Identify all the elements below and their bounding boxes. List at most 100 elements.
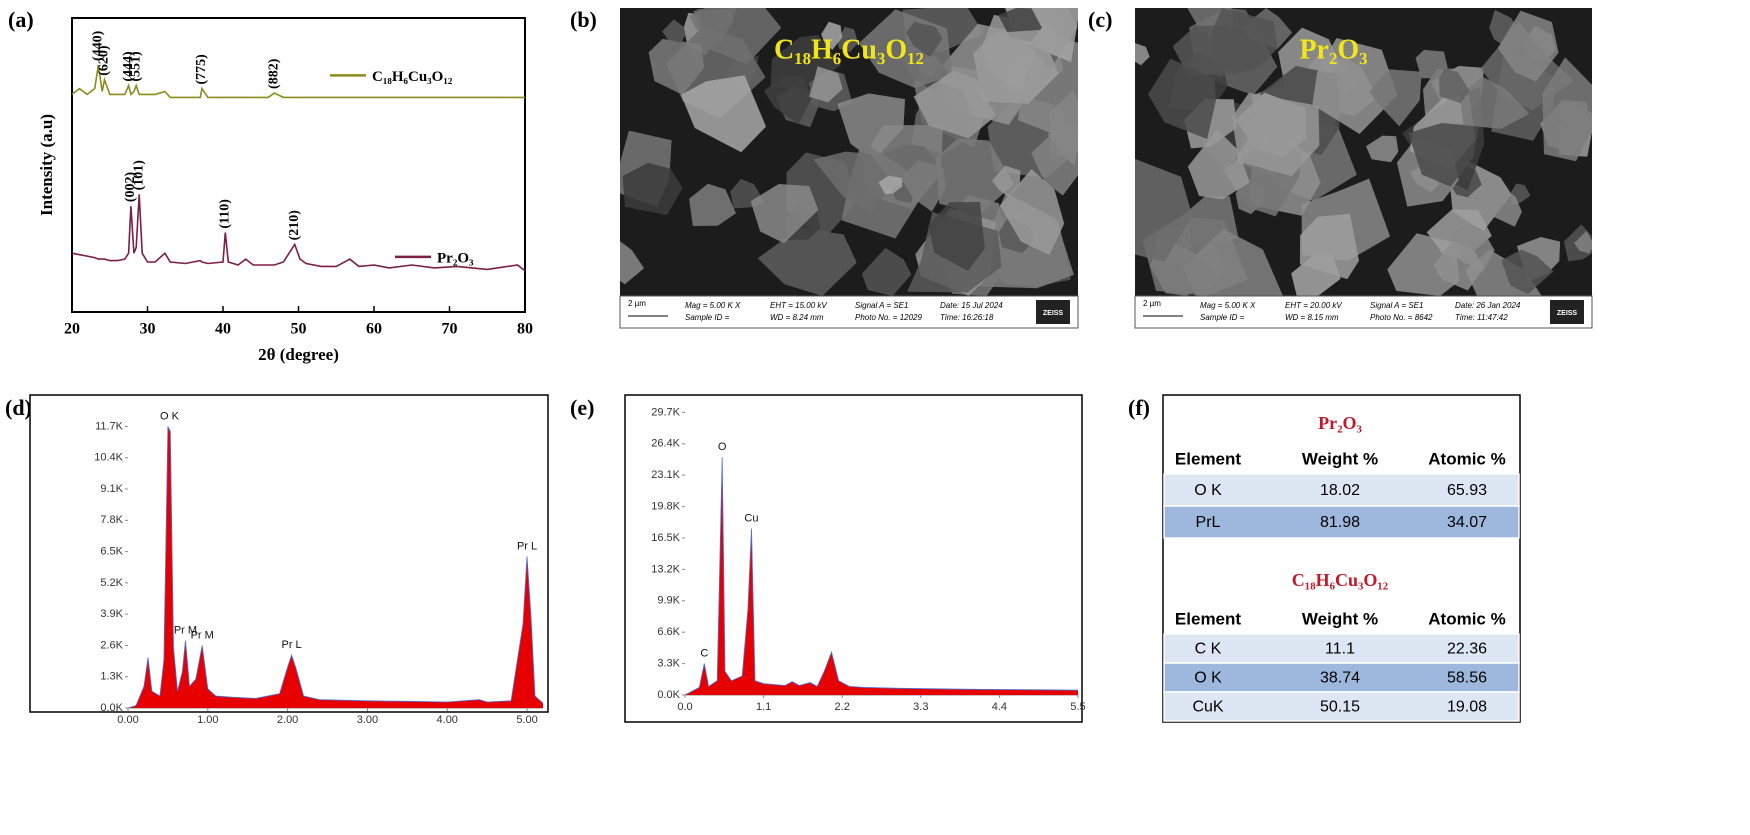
y-tick-label: 5.2K xyxy=(100,577,123,589)
sem-particle xyxy=(913,70,997,139)
image-caption: Pr₂O₃ xyxy=(1299,34,1367,65)
peak-label: Pr L xyxy=(282,639,302,651)
x-tick-label: 2.2 xyxy=(835,701,850,713)
y-tick-label: 9.1K xyxy=(100,483,123,495)
sem-particle xyxy=(622,162,683,215)
x-tick-label: 60 xyxy=(366,321,382,338)
y-tick-label: 3.9K xyxy=(100,608,123,620)
y-tick-label: 6.5K xyxy=(100,546,123,558)
panel-label: (c) xyxy=(1088,7,1112,32)
brand-label: ZEISS xyxy=(1043,310,1064,317)
legend-label: Pr₂O₃ xyxy=(437,250,474,266)
y-tick-label: 6.6K xyxy=(657,626,680,638)
sem-particle xyxy=(1135,158,1193,262)
image-caption: C₁₈H₆Cu₃O₁₂ xyxy=(774,34,924,65)
x-tick-label: 0.00 xyxy=(117,714,138,726)
table-row xyxy=(1163,662,1520,693)
spectrum-outline xyxy=(684,457,1079,696)
sem-particle xyxy=(693,8,782,65)
table-cell: 22.36 xyxy=(1447,641,1487,658)
header-cell: Atomic % xyxy=(1428,609,1505,628)
peak-label: (775) xyxy=(194,54,209,85)
header-cell: Element xyxy=(1175,449,1241,468)
peak-label: (440) xyxy=(91,30,106,61)
info-bar xyxy=(619,295,1079,329)
y-tick-label: 0.0K xyxy=(657,689,680,701)
peak-label: (110) xyxy=(217,199,232,229)
sem-particle xyxy=(1017,35,1078,144)
plot-frame xyxy=(29,394,549,713)
y-tick-label: 26.4K xyxy=(651,438,680,450)
info-text: EHT = 20.00 kV xyxy=(1285,301,1342,310)
info-text: Signal A = SE1 xyxy=(855,301,908,310)
peak-label: Pr M xyxy=(174,625,197,637)
table-cell: O K xyxy=(1194,482,1222,499)
y-axis-label: Intensity (a.u) xyxy=(37,114,56,216)
info-text: Mag = 5.00 K X xyxy=(1200,301,1256,310)
header-cell: Element xyxy=(1175,609,1241,628)
sem-particle xyxy=(1366,135,1399,163)
sem-particle xyxy=(1135,43,1150,66)
sem-particle xyxy=(1148,58,1216,139)
panel-label: (a) xyxy=(8,7,34,32)
series-line xyxy=(71,194,526,272)
series-line xyxy=(71,64,525,99)
peak-label: (444) xyxy=(121,51,136,82)
x-tick-label: 5.00 xyxy=(516,714,537,726)
sem-particle xyxy=(813,151,894,214)
table-cell: C K xyxy=(1195,641,1222,658)
table-row xyxy=(1163,473,1520,507)
panel-label: (b) xyxy=(570,7,597,32)
y-tick-label: 7.8K xyxy=(100,514,123,526)
sem-particle xyxy=(1574,230,1592,254)
table-cell: 19.08 xyxy=(1447,699,1487,716)
y-tick-label: 1.3K xyxy=(100,671,123,683)
sem-particle xyxy=(757,228,857,296)
brand-label: ZEISS xyxy=(1557,310,1578,317)
peak-label: (620) xyxy=(97,45,112,76)
sem-particle xyxy=(973,29,1059,104)
sem-particle xyxy=(1439,68,1470,104)
table-cell: 81.98 xyxy=(1320,514,1360,531)
peak-label: (101) xyxy=(131,160,146,191)
sem-particle xyxy=(837,26,859,52)
x-tick-label: 70 xyxy=(442,321,458,338)
sem-particle xyxy=(861,247,912,296)
sem-particle xyxy=(999,169,1065,256)
sem-particle xyxy=(1542,57,1592,162)
sem-particle xyxy=(928,202,985,271)
x-tick-label: 80 xyxy=(517,321,533,338)
sem-particle xyxy=(1415,49,1448,79)
panel-label: (f) xyxy=(1128,395,1150,420)
x-tick-label: 4.00 xyxy=(437,714,458,726)
sem-particle xyxy=(1459,76,1530,129)
x-tick-label: 0.0 xyxy=(677,701,692,713)
panel-label: (d) xyxy=(5,395,32,420)
info-text: WD = 8.15 mm xyxy=(1285,313,1339,322)
info-text: Photo No. = 8642 xyxy=(1370,313,1433,322)
sem-particle xyxy=(763,76,813,125)
spectrum-outline xyxy=(127,426,544,709)
sem-particle xyxy=(1497,10,1559,82)
sem-particle xyxy=(750,184,819,244)
sem-particle xyxy=(620,241,644,285)
brand-box xyxy=(1036,300,1070,324)
y-tick-label: 3.3K xyxy=(657,658,680,670)
info-text: Photo No. = 12029 xyxy=(855,313,922,322)
section-title: C₁₈H₆Cu₃O₁₂ xyxy=(1292,570,1388,590)
table-cell: 11.1 xyxy=(1325,641,1355,658)
y-tick-label: 13.2K xyxy=(651,563,680,575)
x-tick-label: 1.1 xyxy=(756,701,771,713)
info-text: Mag = 5.00 K X xyxy=(685,301,741,310)
sem-particle xyxy=(906,21,943,57)
sem-particle xyxy=(900,160,946,212)
x-tick-label: 40 xyxy=(215,321,231,338)
x-tick-label: 3.3 xyxy=(913,701,928,713)
y-tick-label: 9.9K xyxy=(657,595,680,607)
y-tick-label: 29.7K xyxy=(651,406,680,418)
legend-label: C₁₈H₆Cu₃O₁₂ xyxy=(372,69,453,85)
sem-particle xyxy=(1408,123,1479,187)
peak-label: (210) xyxy=(287,210,302,241)
x-tick-label: 2.00 xyxy=(277,714,298,726)
peak-label: (882) xyxy=(267,58,282,89)
